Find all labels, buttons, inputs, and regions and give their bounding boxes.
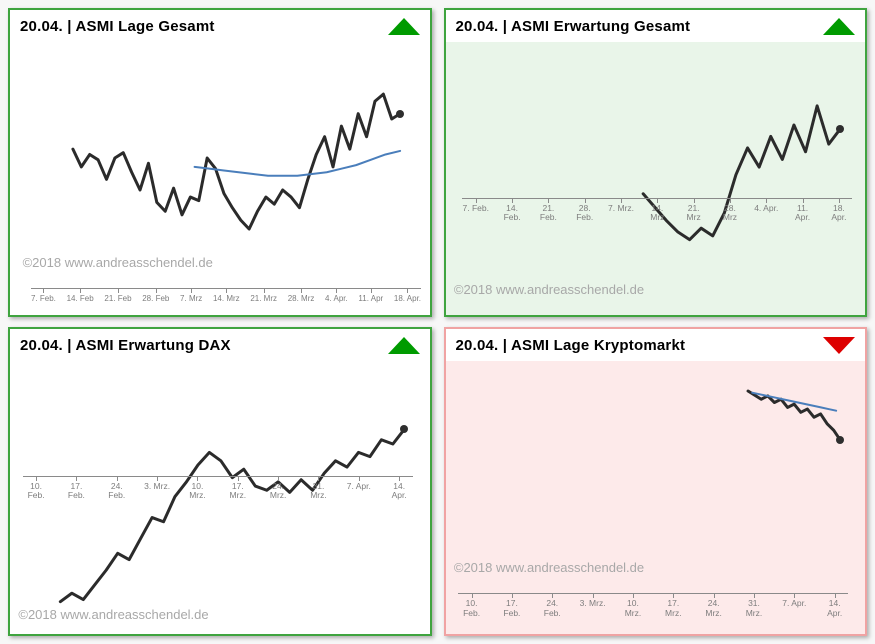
x-axis-tick: 14. Mrz (644, 198, 671, 224)
x-axis-tick: 14. Feb (66, 288, 94, 303)
last-value-dot (835, 436, 844, 445)
x-axis-tick: 10. Feb. (23, 476, 50, 502)
x-axis-tick: 24. Mrz. (700, 594, 727, 619)
x-axis-tick: 10. Mrz. (184, 476, 211, 502)
x-axis-tick: 14. Apr. (821, 594, 848, 619)
x-axis-tick: 10. Feb. (458, 594, 485, 619)
x-axis-ticks: 7. Feb. 14. Feb. 21. Feb. 28. Feb. 7. Mrz. 14… (462, 198, 852, 224)
x-axis-tick: 17. Feb. (498, 594, 525, 619)
x-axis-tick: 28. Mrz (287, 288, 315, 303)
x-axis (458, 593, 849, 595)
x-axis-tick: 17. Mrz. (224, 476, 251, 502)
x-axis-ticks: 10. Feb. 17. Feb. 24. Feb. 3. Mrz. 10. Mrz. 1… (458, 593, 848, 619)
chart-area: 10. Feb. 17. Feb. 24. Feb. 3. Mrz. 10. Mrz. 1… (445, 361, 866, 634)
panel-header: 20.04. | ASMI Erwartung Gesamt (445, 10, 865, 42)
last-value-dot (400, 425, 409, 434)
x-axis-tick: 3. Mrz. (579, 594, 606, 619)
panel-header: 20.04. | ASMI Lage Gesamt (10, 10, 430, 42)
x-axis-tick: 21. Mrz (250, 288, 277, 303)
line-chart (446, 361, 866, 634)
x-axis-tick: 21. Mrz (680, 198, 707, 224)
x-axis-tick: 14. Mrz (212, 288, 240, 303)
x-axis-tick: 17. Mrz. (660, 594, 687, 619)
x-axis-tick: 21. Feb (104, 288, 132, 303)
chart-area: 10. Feb. 17. Feb. 24. Feb. 3. Mrz. 10. Mrz. 1… (10, 361, 430, 634)
x-axis-tick: 24. Feb. (539, 594, 566, 619)
line-chart (10, 361, 430, 634)
chart-area: 7. Feb. 14. Feb. 21. Feb. 28. Feb. 7. Mrz. 14… (445, 42, 866, 315)
x-axis-tick: 31. Mrz. (305, 476, 332, 502)
x-axis-tick: 4. Apr. (753, 198, 780, 224)
chart-panel-asmi-erwartung-gesamt: 20.04. | ASMI Erwartung Gesamt 7. Feb. 14… (443, 8, 867, 317)
series-trend (195, 151, 401, 176)
x-axis-tick: 7. Apr. (781, 594, 808, 619)
chart-panel-asmi-lage-gesamt: 20.04. | ASMI Lage Gesamt 7. Feb. 14. Feb… (8, 8, 432, 317)
x-axis-tick: 7. Mrz. (608, 198, 635, 224)
watermark-text: ©2018 www.andreasschendel.de (453, 560, 645, 576)
x-axis (462, 197, 853, 199)
x-axis-tick: 11. Apr (358, 288, 384, 303)
x-axis-tick: 18. Apr. (393, 288, 422, 303)
series-asmi (643, 106, 840, 240)
trend-down-icon (823, 336, 855, 354)
chart-panel-asmi-erwartung-dax: 20.04. | ASMI Erwartung DAX 10. Feb. 17. … (8, 327, 432, 636)
panel-header: 20.04. | ASMI Lage Kryptomarkt (445, 329, 865, 361)
x-axis-tick: 31. Mrz. (740, 594, 767, 619)
x-axis-tick: 7. Feb. (462, 198, 489, 224)
watermark-text: ©2018 www.andreasschendel.de (453, 282, 645, 298)
x-axis (30, 287, 422, 289)
x-axis-tick: 21. Feb. (535, 198, 562, 224)
x-axis-tick: 7. Apr. (345, 476, 372, 502)
x-axis-tick: 28. Feb. (571, 198, 598, 224)
line-chart (10, 42, 430, 315)
series-asmi (60, 429, 404, 601)
series-asmi (73, 94, 400, 229)
x-axis-tick: 24. Feb. (103, 476, 130, 502)
x-axis-ticks: 10. Feb. 17. Feb. 24. Feb. 3. Mrz. 10. Mrz. 1… (23, 476, 413, 502)
x-axis-tick: 7. Feb. (30, 288, 56, 303)
x-axis-tick: 24. Mrz. (265, 476, 292, 502)
x-axis-tick: 17. Feb. (63, 476, 90, 502)
x-axis-tick: 18. Apr. (825, 198, 852, 224)
x-axis-tick: 28. Feb (142, 288, 170, 303)
trend-up-icon (387, 336, 420, 354)
x-axis-tick: 28. Mrz (716, 198, 743, 224)
watermark-text: ©2018 www.andreasschendel.de (18, 606, 209, 622)
panel-header: 20.04. | ASMI Erwartung DAX (10, 329, 430, 361)
x-axis-tick: 10. Mrz. (619, 594, 646, 619)
x-axis-tick: 11. Apr. (789, 198, 816, 224)
x-axis-tick: 3. Mrz. (144, 476, 171, 502)
panel-title: 20.04. | ASMI Erwartung Gesamt (455, 17, 691, 35)
x-axis-tick: 14. Apr. (386, 476, 413, 502)
chart-panel-asmi-lage-kryptomarkt: 20.04. | ASMI Lage Kryptomarkt 10. Feb. 1… (443, 327, 867, 636)
x-axis-ticks: 7. Feb. 14. Feb 21. Feb 28. Feb 7. Mrz 14. Mr… (31, 288, 421, 303)
series-asmi (748, 391, 840, 440)
line-chart (446, 42, 866, 315)
trend-up-icon (823, 17, 855, 35)
x-axis (22, 475, 413, 477)
x-axis-tick: 7. Mrz (180, 288, 203, 303)
x-axis-tick: 14. Feb. (499, 198, 526, 224)
trend-up-icon (387, 17, 420, 35)
series-trend (752, 393, 836, 411)
last-value-dot (396, 109, 405, 118)
panel-title: 20.04. | ASMI Lage Gesamt (20, 17, 215, 35)
chart-area: 7. Feb. 14. Feb 21. Feb 28. Feb 7. Mrz 14. Mr… (10, 42, 430, 315)
watermark-text: ©2018 www.andreasschendel.de (22, 254, 213, 270)
panel-title: 20.04. | ASMI Erwartung DAX (20, 336, 231, 354)
panel-title: 20.04. | ASMI Lage Kryptomarkt (455, 336, 686, 354)
x-axis-tick: 4. Apr. (325, 288, 348, 303)
last-value-dot (835, 124, 844, 133)
